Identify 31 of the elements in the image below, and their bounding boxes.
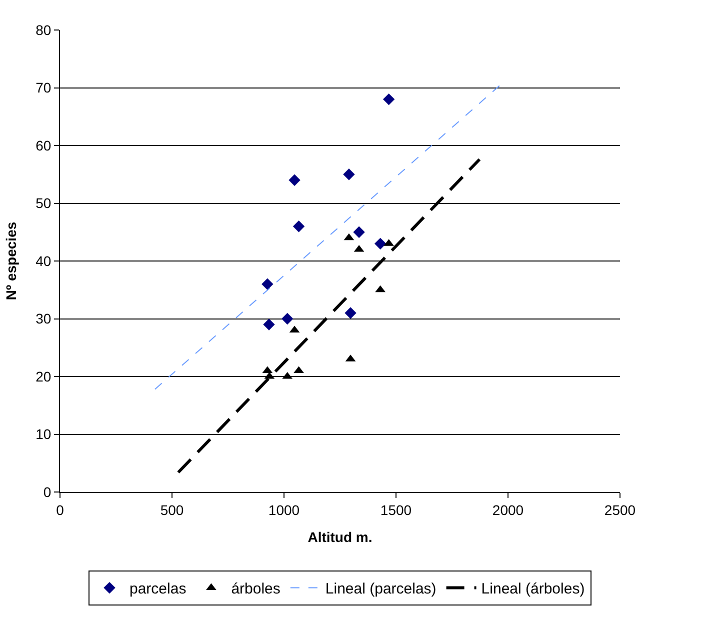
x-axis-title: Altitud m. bbox=[308, 529, 372, 546]
x-tick-label: 500 bbox=[160, 502, 184, 518]
y-tick-label: 70 bbox=[36, 80, 52, 96]
point bbox=[353, 226, 365, 238]
point bbox=[262, 278, 274, 290]
point bbox=[382, 93, 395, 106]
x-tick-label: 2000 bbox=[492, 502, 524, 518]
y-tick-label: 0 bbox=[43, 484, 52, 500]
point bbox=[263, 318, 275, 330]
y-tick-label: 80 bbox=[36, 22, 52, 38]
legend-label: árboles bbox=[231, 580, 280, 598]
point bbox=[288, 174, 300, 186]
legend-label: Lineal (parcelas) bbox=[325, 580, 436, 598]
y-tick-label: 30 bbox=[36, 310, 52, 327]
y-tick-label: 50 bbox=[36, 195, 52, 212]
point bbox=[292, 220, 305, 232]
y-axis-title: Nº especies bbox=[3, 222, 20, 300]
y-tick-label: 40 bbox=[36, 252, 52, 269]
point bbox=[343, 168, 355, 180]
legend-label: Lineal (árboles) bbox=[481, 580, 585, 598]
point bbox=[344, 307, 356, 319]
y-tick-label: 60 bbox=[36, 137, 52, 154]
x-tick-label: 0 bbox=[56, 502, 64, 518]
x-tick-label: 2500 bbox=[604, 502, 636, 518]
x-tick-label: 1000 bbox=[268, 502, 300, 518]
y-tick-label: 20 bbox=[36, 368, 52, 384]
point bbox=[282, 312, 294, 325]
y-tick-label: 10 bbox=[36, 426, 52, 442]
x-tick-label: 1500 bbox=[380, 502, 412, 518]
point bbox=[374, 238, 386, 250]
legend-label: parcelas bbox=[130, 580, 186, 598]
